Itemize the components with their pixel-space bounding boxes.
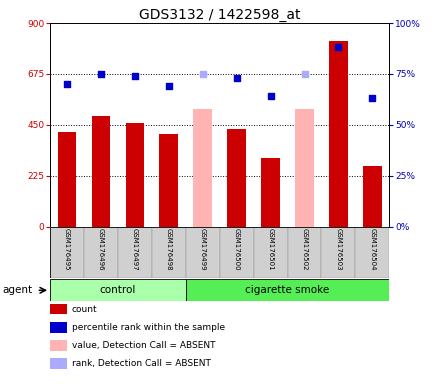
Text: GSM176497: GSM176497 xyxy=(132,228,138,271)
Bar xyxy=(287,227,321,278)
Point xyxy=(334,45,341,51)
Point xyxy=(97,71,104,77)
Text: percentile rank within the sample: percentile rank within the sample xyxy=(72,323,224,332)
Point xyxy=(131,73,138,79)
Bar xyxy=(118,227,151,278)
Text: agent: agent xyxy=(2,285,32,295)
Text: cigarette smoke: cigarette smoke xyxy=(245,285,329,295)
Bar xyxy=(321,227,355,278)
Text: value, Detection Call = ABSENT: value, Detection Call = ABSENT xyxy=(72,341,215,350)
Bar xyxy=(185,227,219,278)
Bar xyxy=(227,129,245,227)
Bar xyxy=(151,227,185,278)
Text: GSM176501: GSM176501 xyxy=(267,228,273,271)
Text: GSM176499: GSM176499 xyxy=(199,228,205,271)
Text: GSM176503: GSM176503 xyxy=(335,228,341,271)
Text: GSM176504: GSM176504 xyxy=(368,228,375,271)
Bar xyxy=(50,227,84,278)
Text: GSM176498: GSM176498 xyxy=(165,228,171,271)
Text: rank, Detection Call = ABSENT: rank, Detection Call = ABSENT xyxy=(72,359,210,368)
Bar xyxy=(295,109,313,227)
Bar xyxy=(92,116,110,227)
Point xyxy=(266,93,273,99)
Bar xyxy=(355,227,388,278)
Bar xyxy=(329,41,347,227)
Bar xyxy=(185,279,388,301)
Point xyxy=(300,71,307,77)
Bar xyxy=(193,109,211,227)
Text: GSM176502: GSM176502 xyxy=(301,228,307,271)
Text: GSM176496: GSM176496 xyxy=(98,228,104,271)
Bar xyxy=(219,227,253,278)
Text: GSM176500: GSM176500 xyxy=(233,228,239,271)
Point xyxy=(233,75,240,81)
Text: GSM176495: GSM176495 xyxy=(64,228,70,271)
Text: control: control xyxy=(99,285,136,295)
Point xyxy=(165,83,172,89)
Bar xyxy=(125,122,144,227)
Bar xyxy=(362,166,381,227)
Bar xyxy=(58,132,76,227)
Text: count: count xyxy=(72,305,97,314)
Point xyxy=(199,71,206,77)
Bar xyxy=(50,279,185,301)
Bar xyxy=(84,227,118,278)
Point xyxy=(368,95,375,101)
Point xyxy=(63,81,70,87)
Bar xyxy=(253,227,287,278)
Bar xyxy=(159,134,178,227)
Bar xyxy=(261,157,279,227)
Title: GDS3132 / 1422598_at: GDS3132 / 1422598_at xyxy=(138,8,300,22)
